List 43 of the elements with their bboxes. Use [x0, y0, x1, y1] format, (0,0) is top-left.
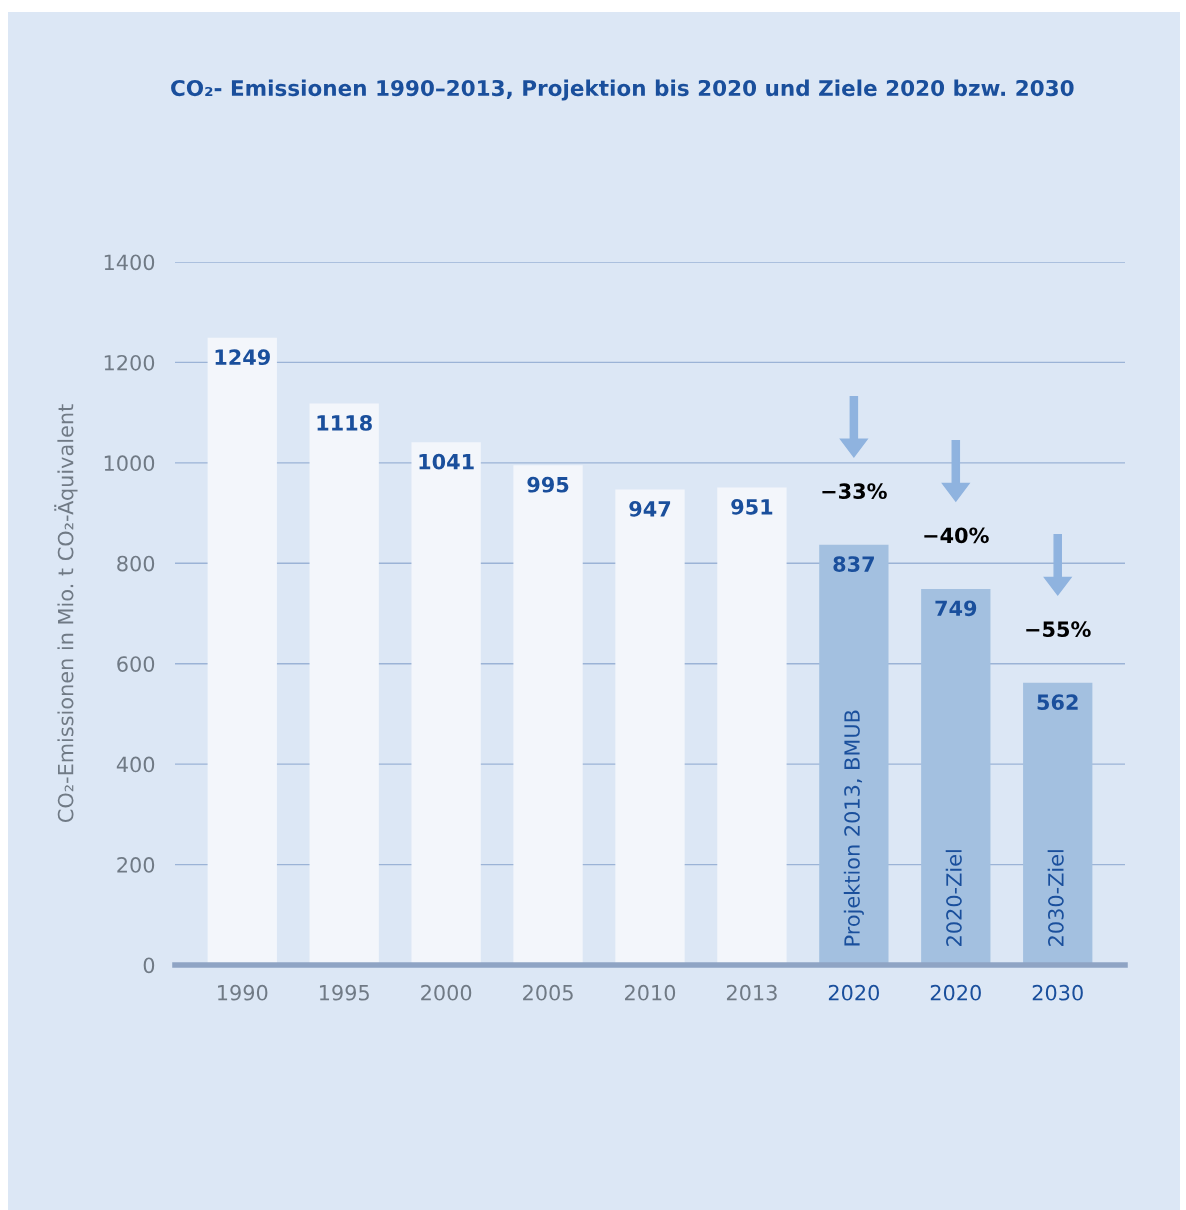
x-tick-label: 2005 [523, 984, 573, 1001]
x-tick-label: 2013 [726, 984, 777, 1001]
x-tick-label: 1990 [218, 984, 268, 1001]
data-label: 1041 [419, 453, 474, 470]
data-label: 837 [833, 556, 874, 572]
bar [921, 588, 991, 965]
bar [411, 442, 481, 965]
bar [207, 337, 277, 965]
annotation: −55% [1026, 621, 1091, 638]
y-tick-label: 800 [117, 555, 155, 572]
y-tick-label: 1200 [104, 354, 155, 371]
data-label: 749 [935, 600, 977, 617]
y-tick-label: 600 [117, 656, 155, 672]
x-tick-label: 1995 [319, 984, 369, 1001]
bar [309, 403, 379, 965]
data-label: 951 [731, 498, 773, 515]
y-tick-label: 1400 [104, 254, 155, 271]
data-label: 562 [1037, 694, 1078, 711]
y-tick-label: 0 [143, 957, 155, 974]
y-tick-label: 400 [116, 756, 155, 773]
annotation: 2030-Ziel [1047, 850, 1064, 946]
x-tick-label: 2020 [828, 984, 879, 1001]
y-tick-label: 200 [117, 857, 155, 873]
y-tick-label: 1000 [104, 455, 155, 472]
data-label: 1249 [215, 349, 270, 366]
bar [717, 487, 787, 965]
annotation: 2020-Ziel [945, 850, 962, 946]
data-label: 947 [629, 500, 671, 517]
bar [513, 465, 583, 965]
x-tick-label: 2000 [421, 984, 472, 1001]
data-label: 1118 [317, 415, 372, 431]
chart-title: CO₂- Emissionen 1990–2013, Projektion bis 2020 und Ziele 2020 bzw. 2030 [171, 79, 1074, 101]
x-tick-label: 2030 [1032, 984, 1083, 1001]
annotation: −40% [924, 527, 989, 544]
bar [615, 489, 685, 965]
x-tick-label: 2020 [930, 984, 981, 1001]
data-label: 995 [527, 476, 569, 493]
y-axis-title: CO₂-Emissionen in Mio. t CO₂-Äquivalent [54, 404, 78, 823]
annotation: −33% [822, 483, 887, 499]
annotation: Projektion 2013, BMUB [843, 710, 864, 946]
bar [1023, 682, 1093, 965]
bar [819, 544, 889, 965]
x-tick-label: 2010 [625, 984, 676, 1001]
